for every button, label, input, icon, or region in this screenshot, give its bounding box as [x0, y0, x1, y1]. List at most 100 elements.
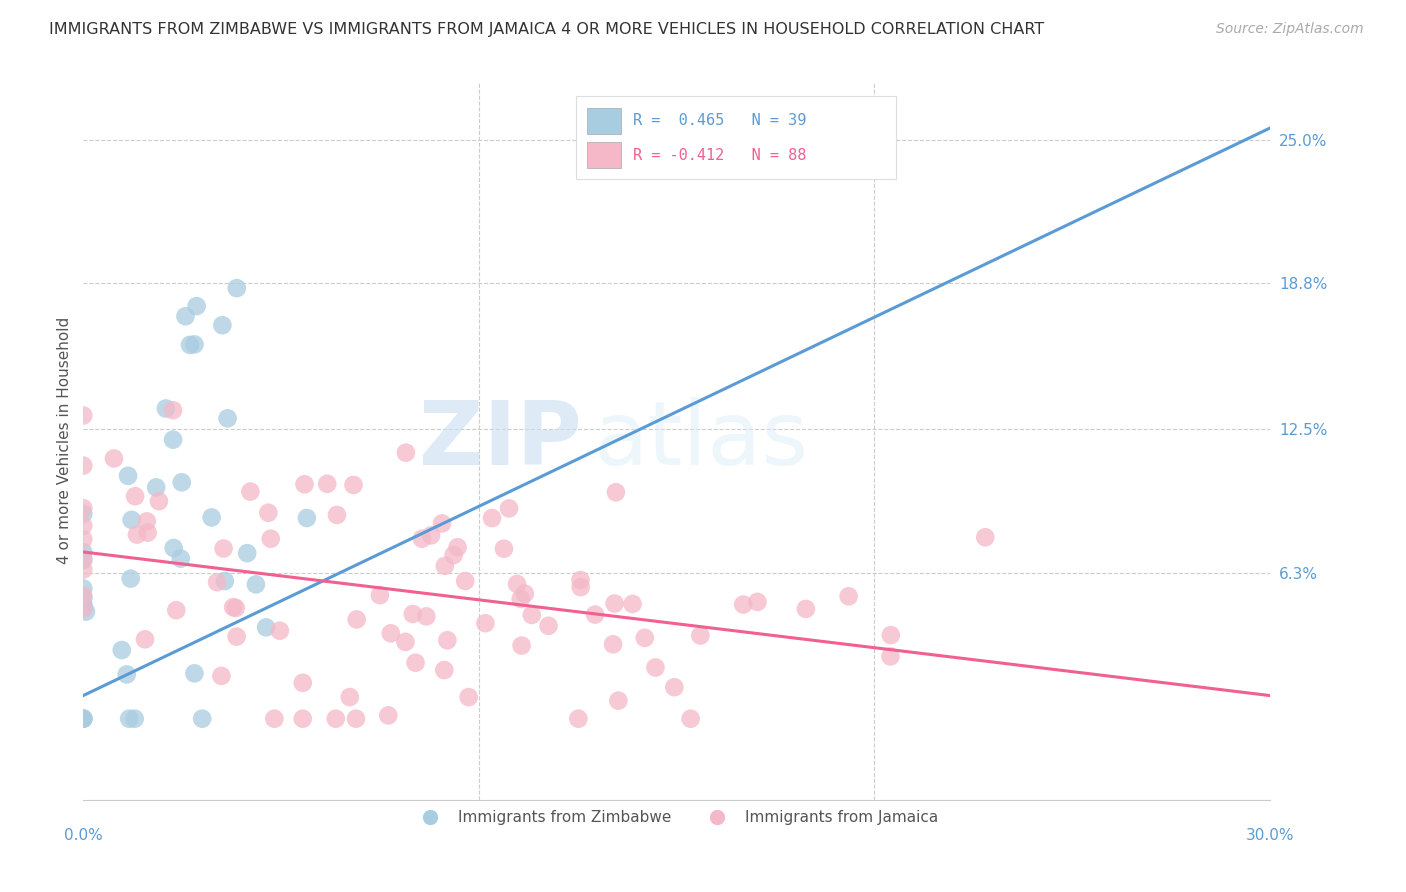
Point [474, 616, 496, 631]
Point [537, 619, 560, 633]
Point [135, 515, 157, 529]
Point [506, 577, 529, 591]
Point [134, 632, 156, 647]
Y-axis label: 4 or more Vehicles in Household: 4 or more Vehicles in Household [58, 318, 72, 565]
Point [679, 712, 702, 726]
Point [567, 712, 589, 726]
Point [174, 310, 197, 324]
Point [212, 541, 235, 556]
Point [415, 609, 437, 624]
FancyBboxPatch shape [575, 96, 896, 178]
Point [72, 409, 94, 423]
Point [602, 637, 624, 651]
Point [217, 411, 239, 425]
Point [747, 595, 769, 609]
Point [395, 445, 418, 459]
Point [170, 551, 193, 566]
Point [225, 630, 247, 644]
Point [481, 511, 503, 525]
Text: R = -0.412   N = 88: R = -0.412 N = 88 [633, 147, 806, 162]
Point [163, 541, 186, 555]
Point [430, 516, 453, 531]
Point [520, 607, 543, 622]
Point [509, 591, 531, 606]
Text: IMMIGRANTS FROM ZIMBABWE VS IMMIGRANTS FROM JAMAICA 4 OR MORE VEHICLES IN HOUSEH: IMMIGRANTS FROM ZIMBABWE VS IMMIGRANTS F… [49, 22, 1045, 37]
Point [569, 580, 592, 594]
Point [342, 478, 364, 492]
Point [325, 712, 347, 726]
Point [165, 603, 187, 617]
Point [72, 545, 94, 559]
Point [118, 712, 141, 726]
Point [72, 712, 94, 726]
Point [191, 712, 214, 726]
Point [148, 494, 170, 508]
Point [260, 532, 283, 546]
Point [75, 605, 97, 619]
Point [72, 507, 94, 521]
Text: ZIP: ZIP [419, 397, 582, 484]
Point [644, 660, 666, 674]
Point [111, 643, 134, 657]
Point [607, 693, 630, 707]
Point [117, 468, 139, 483]
Point [621, 597, 644, 611]
Point [72, 591, 94, 606]
Point [245, 577, 267, 591]
Point [225, 601, 247, 615]
Point [72, 600, 94, 615]
Point [124, 712, 146, 726]
Text: Source: ZipAtlas.com: Source: ZipAtlas.com [1216, 22, 1364, 37]
Point [411, 532, 433, 546]
Point [72, 563, 94, 577]
Point [974, 530, 997, 544]
Point [443, 548, 465, 562]
Point [72, 553, 94, 567]
Point [346, 612, 368, 626]
Point [209, 669, 232, 683]
Point [211, 318, 233, 333]
Point [183, 666, 205, 681]
FancyBboxPatch shape [588, 142, 620, 168]
Point [155, 401, 177, 416]
Point [201, 510, 224, 524]
Point [513, 587, 536, 601]
Point [492, 541, 515, 556]
Point [402, 607, 425, 621]
Point [115, 667, 138, 681]
Point [162, 433, 184, 447]
Point [794, 602, 817, 616]
Point [170, 475, 193, 490]
Point [457, 690, 479, 705]
Point [377, 708, 399, 723]
Point [72, 712, 94, 726]
Point [433, 663, 456, 677]
Point [405, 656, 427, 670]
Point [603, 597, 626, 611]
Text: 0.0%: 0.0% [63, 828, 103, 843]
Point [291, 712, 314, 726]
Point [634, 631, 657, 645]
Point [664, 680, 686, 694]
Point [269, 624, 291, 638]
Point [145, 480, 167, 494]
Point [733, 598, 755, 612]
Point [433, 558, 456, 573]
Point [880, 628, 903, 642]
Point [72, 458, 94, 473]
Point [72, 601, 94, 615]
Point [225, 281, 247, 295]
Point [103, 451, 125, 466]
Point [605, 485, 627, 500]
Point [498, 501, 520, 516]
Point [124, 489, 146, 503]
Point [179, 338, 201, 352]
Point [121, 513, 143, 527]
Point [254, 620, 277, 634]
Point [72, 552, 94, 566]
Point [222, 600, 245, 615]
Point [125, 527, 148, 541]
Text: R =  0.465   N = 39: R = 0.465 N = 39 [633, 113, 806, 128]
Point [183, 337, 205, 351]
Point [120, 572, 142, 586]
